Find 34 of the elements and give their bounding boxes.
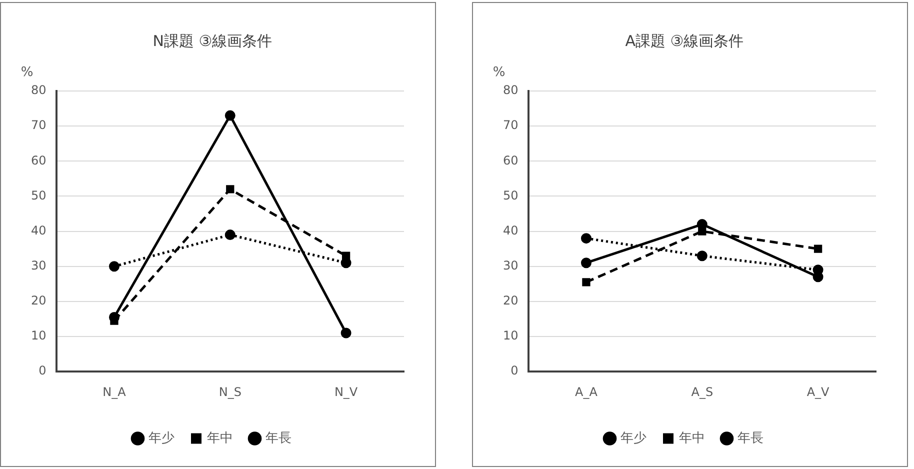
y-tick-label: 40: [502, 223, 518, 238]
x-tick-label: N_S: [218, 384, 242, 399]
y-tick-label: 60: [502, 153, 518, 168]
x-tick-label: A_S: [691, 384, 714, 399]
y-tick-label: 80: [502, 83, 518, 98]
y-tick-label: 30: [30, 258, 46, 272]
legend-label: 年少: [148, 430, 174, 446]
y-axis-title: %: [492, 64, 506, 80]
legend-label: 年中: [206, 430, 233, 446]
y-axis-title: %: [20, 64, 34, 80]
y-tick-label: 30: [502, 258, 518, 272]
x-tick-label: N_V: [334, 384, 358, 399]
y-tick-label: 70: [502, 118, 518, 132]
x-tick-label: A_V: [806, 384, 830, 399]
y-tick-label: 50: [502, 188, 518, 202]
legend-label: 年中: [678, 430, 705, 446]
legend-label: 年長: [737, 430, 764, 446]
y-tick-label: 80: [30, 83, 46, 98]
legend-label: 年長: [265, 430, 292, 446]
y-tick-label: 50: [30, 188, 46, 202]
y-tick-label: 10: [30, 328, 46, 343]
y-tick-label: 10: [502, 328, 518, 343]
y-tick-label: 0: [38, 364, 46, 378]
chart-title: N課題 ③線画条件: [152, 32, 272, 50]
x-tick-label: A_A: [575, 384, 598, 399]
y-tick-label: 60: [30, 153, 46, 168]
y-tick-label: 0: [510, 364, 518, 378]
y-tick-label: 20: [30, 294, 46, 308]
legend-label: 年少: [620, 430, 646, 446]
y-tick-label: 20: [502, 294, 518, 308]
x-tick-label: N_A: [102, 384, 127, 399]
y-tick-label: 40: [30, 223, 46, 238]
chart-title: A課題 ③線画条件: [625, 32, 744, 50]
y-tick-label: 70: [30, 118, 46, 132]
